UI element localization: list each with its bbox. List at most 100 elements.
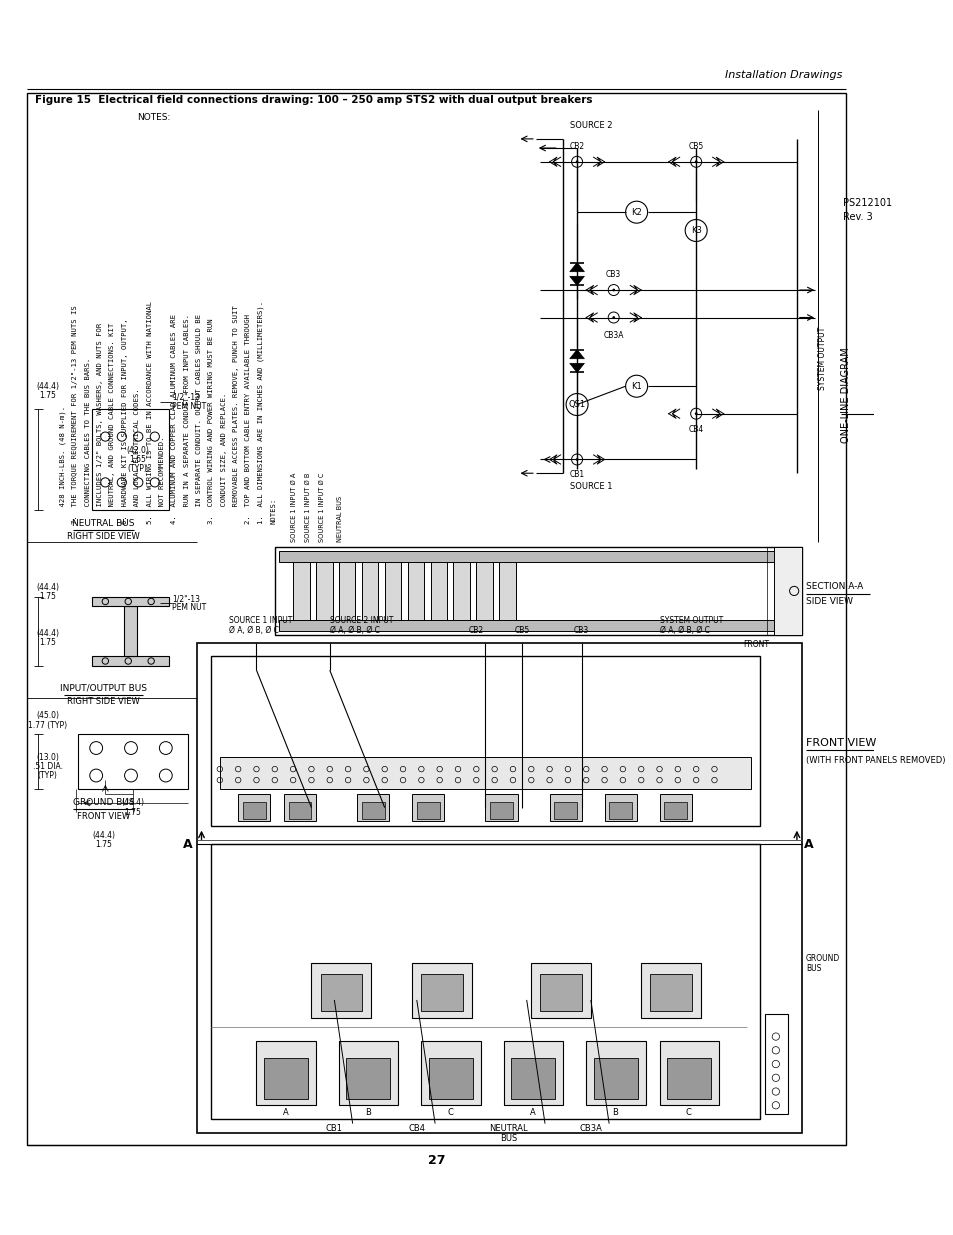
Text: 1.75: 1.75	[39, 593, 56, 601]
Bar	[293, 556, 310, 626]
Bar	[288, 802, 311, 819]
Bar	[338, 1041, 398, 1105]
Text: (44.4): (44.4)	[36, 583, 59, 593]
Polygon shape	[569, 277, 584, 285]
Circle shape	[612, 316, 615, 319]
Bar	[428, 1057, 472, 1099]
Circle shape	[575, 161, 578, 163]
Text: INCLUDES 1/2" BOLTS, WASHERS, AND NUTS FOR: INCLUDES 1/2" BOLTS, WASHERS, AND NUTS F…	[97, 322, 103, 524]
Text: A: A	[803, 837, 813, 851]
Text: CB2: CB2	[468, 626, 483, 635]
Text: 1.75: 1.75	[39, 638, 56, 647]
Text: FRONT VIEW: FRONT VIEW	[805, 739, 876, 748]
Text: FRONT: FRONT	[742, 640, 769, 648]
Text: (TYP): (TYP)	[38, 771, 57, 781]
Text: 1/2"-13: 1/2"-13	[172, 393, 200, 401]
Bar	[549, 794, 581, 821]
Text: RUN IN A SEPARATE CONDUIT FROM INPUT CABLES.: RUN IN A SEPARATE CONDUIT FROM INPUT CAB…	[184, 314, 190, 524]
Bar	[659, 794, 691, 821]
Bar	[663, 802, 686, 819]
Bar	[256, 1041, 315, 1105]
Text: NEUTRAL BUS: NEUTRAL BUS	[72, 519, 134, 529]
Bar	[609, 802, 632, 819]
Bar	[407, 556, 424, 626]
Text: NOT RECOMMENDED.: NOT RECOMMENDED.	[159, 436, 165, 524]
Bar	[539, 974, 581, 1011]
Text: SOURCE 1 INPUT Ø C: SOURCE 1 INPUT Ø C	[318, 473, 324, 542]
Text: CB3: CB3	[574, 626, 589, 635]
Text: Rev. 3: Rev. 3	[841, 211, 872, 222]
Text: IN SEPARATE CONDUIT. OUTPUT CABLES SHOULD BE: IN SEPARATE CONDUIT. OUTPUT CABLES SHOUL…	[195, 314, 202, 524]
Bar	[91, 657, 170, 666]
Bar	[356, 794, 389, 821]
Bar	[490, 802, 513, 819]
Text: NEUTRAL BUS: NEUTRAL BUS	[336, 495, 343, 542]
Text: A: A	[183, 837, 193, 851]
Bar	[284, 794, 315, 821]
Bar	[279, 551, 792, 562]
Text: C: C	[685, 1108, 691, 1116]
Bar	[242, 802, 265, 819]
Bar	[78, 735, 188, 789]
Text: 1.65: 1.65	[129, 454, 146, 464]
Bar	[412, 794, 444, 821]
Text: NEUTRAL
BUS: NEUTRAL BUS	[489, 1124, 527, 1142]
Bar	[264, 1057, 308, 1099]
Text: C: C	[447, 1108, 453, 1116]
Text: CB3A: CB3A	[603, 331, 623, 341]
Bar	[91, 409, 170, 510]
Text: A: A	[283, 1108, 289, 1116]
Text: (44.4): (44.4)	[91, 831, 115, 840]
Text: FRONT VIEW: FRONT VIEW	[77, 813, 130, 821]
Text: PEM NUT: PEM NUT	[172, 604, 206, 613]
Text: AND LOCAL ELECTRICAL CODES.: AND LOCAL ELECTRICAL CODES.	[134, 388, 140, 524]
Text: SOURCE 1 INPUT Ø B: SOURCE 1 INPUT Ø B	[305, 473, 311, 542]
Bar	[338, 556, 355, 626]
Bar	[659, 1041, 719, 1105]
Text: (44.4): (44.4)	[36, 629, 59, 638]
Polygon shape	[569, 363, 584, 373]
Text: SIDE VIEW: SIDE VIEW	[805, 598, 852, 606]
Text: GROUND BUS: GROUND BUS	[72, 799, 134, 808]
Text: NOTES:: NOTES:	[270, 498, 276, 524]
Bar	[531, 963, 590, 1018]
Text: PS212101: PS212101	[841, 198, 891, 207]
Bar	[320, 974, 361, 1011]
Circle shape	[694, 161, 697, 163]
Text: RIGHT SIDE VIEW: RIGHT SIDE VIEW	[67, 697, 140, 706]
Text: (WITH FRONT PANELS REMOVED): (WITH FRONT PANELS REMOVED)	[805, 756, 944, 766]
Text: CB1: CB1	[569, 471, 584, 479]
Text: SOURCE 1 INPUT Ø A: SOURCE 1 INPUT Ø A	[291, 473, 297, 542]
Polygon shape	[569, 263, 584, 272]
Bar	[666, 1057, 710, 1099]
Text: 1.75: 1.75	[124, 808, 141, 816]
Text: Installation Drawings: Installation Drawings	[724, 69, 841, 80]
Text: 7.  THE TORQUE REQUIREMENT FOR 1/2"-13 PEM NUTS IS: 7. THE TORQUE REQUIREMENT FOR 1/2"-13 PE…	[72, 305, 78, 524]
Bar	[554, 802, 577, 819]
Bar	[640, 963, 700, 1018]
Bar	[274, 547, 801, 635]
Bar	[279, 620, 792, 631]
Text: 2.  TOP AND BOTTOM CABLE ENTRY AVAILABLE THROUGH: 2. TOP AND BOTTOM CABLE ENTRY AVAILABLE …	[245, 314, 252, 524]
Text: K2: K2	[631, 207, 641, 216]
Bar	[421, 974, 462, 1011]
Text: 1/2"-13: 1/2"-13	[172, 594, 200, 603]
Text: SOURCE 2 INPUT
Ø A, Ø B, Ø C: SOURCE 2 INPUT Ø A, Ø B, Ø C	[330, 616, 393, 635]
Bar	[91, 597, 170, 606]
Text: (44.4): (44.4)	[36, 382, 59, 390]
Bar	[124, 606, 137, 657]
Text: INPUT/OUTPUT BUS: INPUT/OUTPUT BUS	[60, 684, 147, 693]
Text: NEUTRAL, AND GROUND CABLE CONNECTIONS. KIT: NEUTRAL, AND GROUND CABLE CONNECTIONS. K…	[110, 322, 115, 524]
Polygon shape	[569, 350, 584, 358]
Text: 1.77 (TYP): 1.77 (TYP)	[28, 721, 67, 730]
Text: 6.  HARDWARE KIT IS SUPPLIED FOR INPUT, OUTPUT,: 6. HARDWARE KIT IS SUPPLIED FOR INPUT, O…	[122, 317, 128, 524]
Circle shape	[694, 412, 697, 415]
Bar	[361, 802, 384, 819]
Bar	[764, 1014, 787, 1114]
Text: 3.  CONTROL WIRING AND POWER WIRING MUST BE RUN: 3. CONTROL WIRING AND POWER WIRING MUST …	[208, 317, 214, 524]
Text: Figure 15  Electrical field connections drawing: 100 – 250 amp STS2 with dual ou: Figure 15 Electrical field connections d…	[34, 95, 592, 105]
Text: 5.  ALL WIRING IS TO BE IN ACCORDANCE WITH NATIONAL: 5. ALL WIRING IS TO BE IN ACCORDANCE WIT…	[147, 300, 152, 524]
Text: SECTION A-A: SECTION A-A	[805, 582, 862, 590]
Text: REMOVABLE ACCESS PLATES. REMOVE, PUNCH TO SUIT: REMOVABLE ACCESS PLATES. REMOVE, PUNCH T…	[233, 305, 239, 524]
Text: CB3: CB3	[605, 270, 620, 279]
